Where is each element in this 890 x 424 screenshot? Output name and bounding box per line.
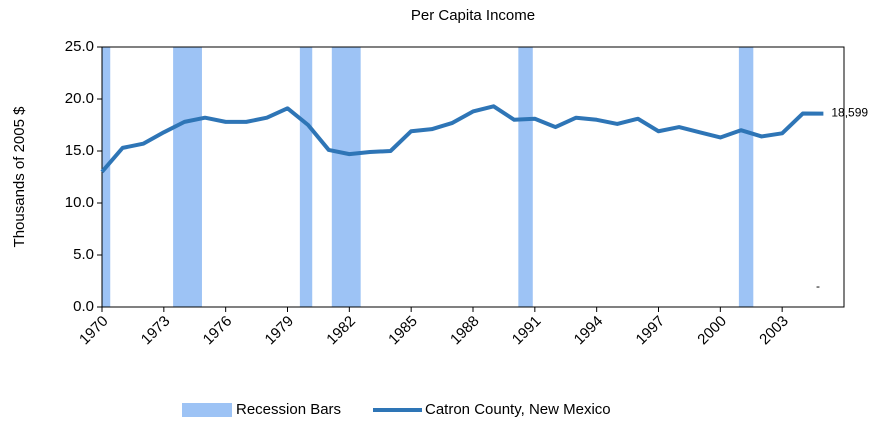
x-tick-label: 1973: [138, 313, 174, 349]
recession-bar: [173, 47, 202, 307]
x-tick-label: 1997: [633, 313, 669, 349]
value-label: 18,599: [831, 106, 868, 120]
recession-bar: [331, 47, 361, 307]
plot-frame: [101, 46, 845, 308]
x-tick-label: 1988: [447, 313, 483, 349]
series-line: [100, 104, 824, 174]
y-axis-title: Thousands of 2005 $: [11, 106, 28, 248]
y-tick-label: 5.0: [73, 246, 94, 263]
x-tick-label: 2000: [694, 313, 730, 349]
recession-bar: [738, 47, 754, 307]
y-tick-label: 10.0: [65, 194, 94, 211]
legend-label: Recession Bars: [236, 401, 341, 418]
y-tick-label: 0.0: [73, 298, 94, 315]
x-tick-label: 1970: [76, 313, 112, 349]
y-tick-label: 20.0: [65, 90, 94, 107]
x-tick-label: 1994: [571, 313, 607, 349]
x-tick-label: 1985: [385, 313, 421, 349]
x-tick-label: 1982: [323, 313, 359, 349]
y-tick-label: 15.0: [65, 142, 94, 159]
x-tick-label: 1976: [200, 313, 236, 349]
y-tick-label: 25.0: [65, 38, 94, 55]
chart-title: Per Capita Income: [411, 7, 535, 24]
x-tick-label: 1991: [509, 313, 545, 349]
recession-bar: [299, 47, 313, 307]
x-tick-label: 1979: [262, 313, 298, 349]
x-tick-label: 2003: [756, 313, 792, 349]
annotation: -: [816, 279, 820, 293]
legend-label: Catron County, New Mexico: [425, 401, 611, 418]
recession-bar: [102, 47, 111, 307]
legend-swatch: [182, 403, 232, 417]
recession-bar: [518, 47, 533, 307]
